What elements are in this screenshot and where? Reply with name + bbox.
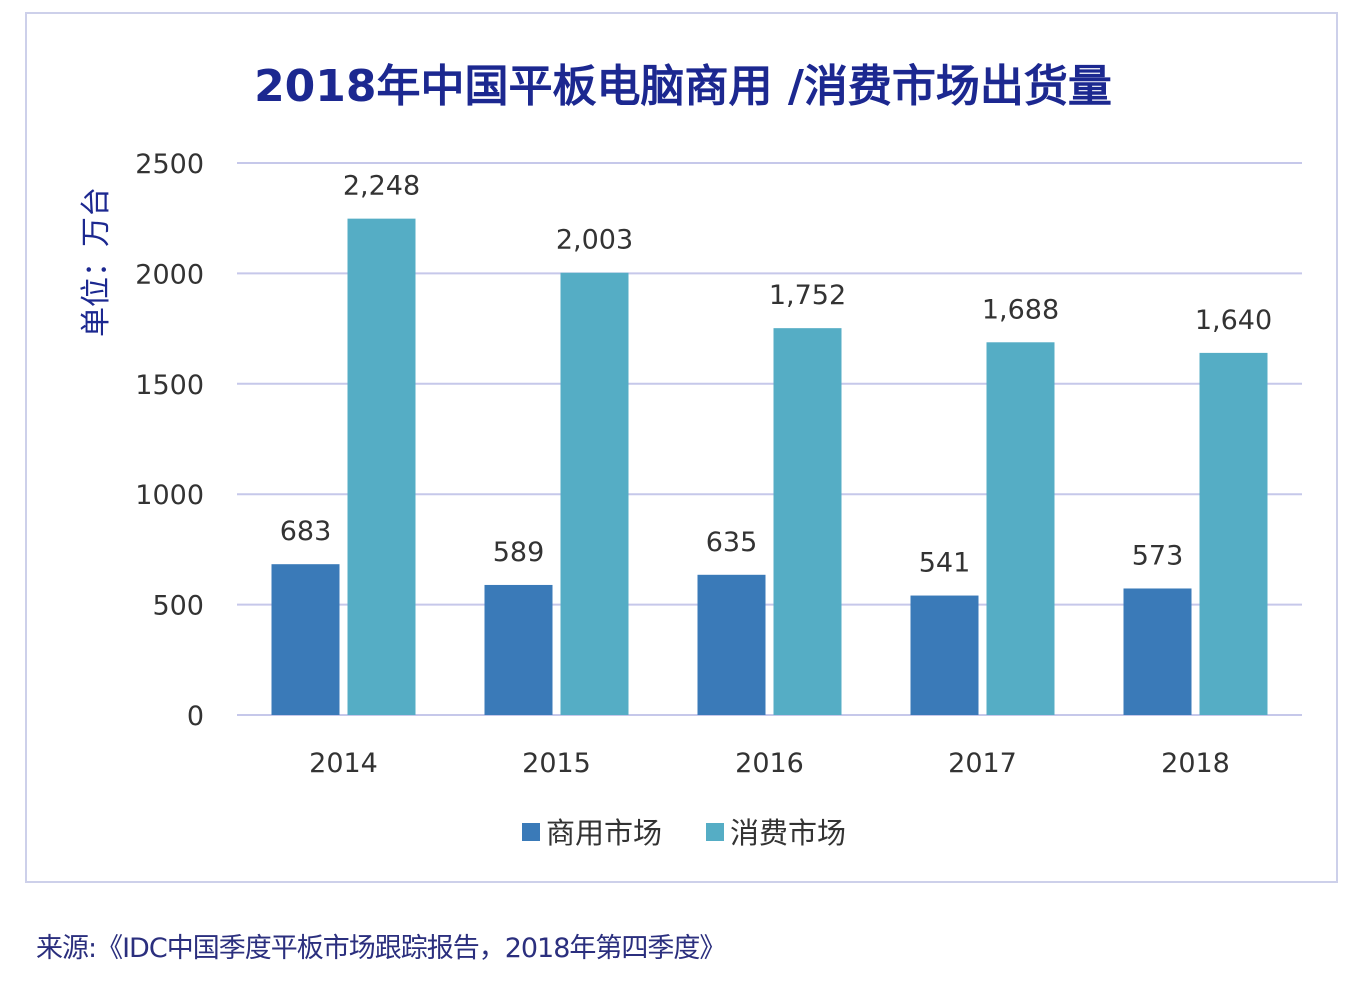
data-label: 573: [1132, 540, 1184, 571]
x-tick-label: 2017: [948, 748, 1017, 779]
chart-title: 2018年中国平板电脑商用 /消费市场出货量: [254, 61, 1112, 112]
x-tick-label: 2015: [522, 748, 591, 779]
y-tick-label: 2000: [135, 259, 204, 290]
bar-consumer: [560, 272, 629, 715]
bar-commercial: [271, 564, 340, 715]
legend-label: 消费市场: [730, 816, 846, 850]
x-tick-label: 2014: [309, 748, 378, 779]
data-label: 541: [919, 548, 971, 579]
legend-swatch: [522, 823, 540, 841]
data-label: 1,688: [982, 294, 1059, 325]
y-tick-label: 1000: [135, 480, 204, 511]
bar-commercial: [697, 574, 766, 715]
bar-commercial: [1123, 588, 1192, 715]
bar-consumer: [773, 328, 842, 715]
bar-commercial: [910, 595, 979, 715]
data-label: 1,640: [1195, 305, 1272, 336]
y-tick-label: 2500: [135, 149, 204, 180]
data-label: 2,003: [556, 225, 633, 256]
legend-swatch: [706, 823, 724, 841]
x-tick-label: 2018: [1161, 748, 1230, 779]
data-label: 683: [280, 516, 332, 547]
x-tick-label: 2016: [735, 748, 804, 779]
data-label: 2,248: [343, 171, 420, 202]
bar-consumer: [1199, 352, 1268, 715]
y-tick-label: 500: [152, 591, 204, 622]
y-axis-label: 单位：万台: [79, 187, 114, 337]
bar-commercial: [484, 584, 553, 715]
y-tick-label: 1500: [135, 370, 204, 401]
data-label: 589: [493, 537, 545, 568]
source-note: 来源:《IDC中国季度平板市场跟踪报告，2018年第四季度》: [36, 933, 726, 964]
data-label: 1,752: [769, 280, 846, 311]
data-label: 635: [706, 527, 758, 558]
chart-frame: [25, 12, 1338, 883]
bar-consumer: [347, 218, 416, 715]
y-tick-label: 0: [187, 701, 204, 732]
bar-consumer: [986, 342, 1055, 715]
legend-label: 商用市场: [546, 816, 662, 850]
